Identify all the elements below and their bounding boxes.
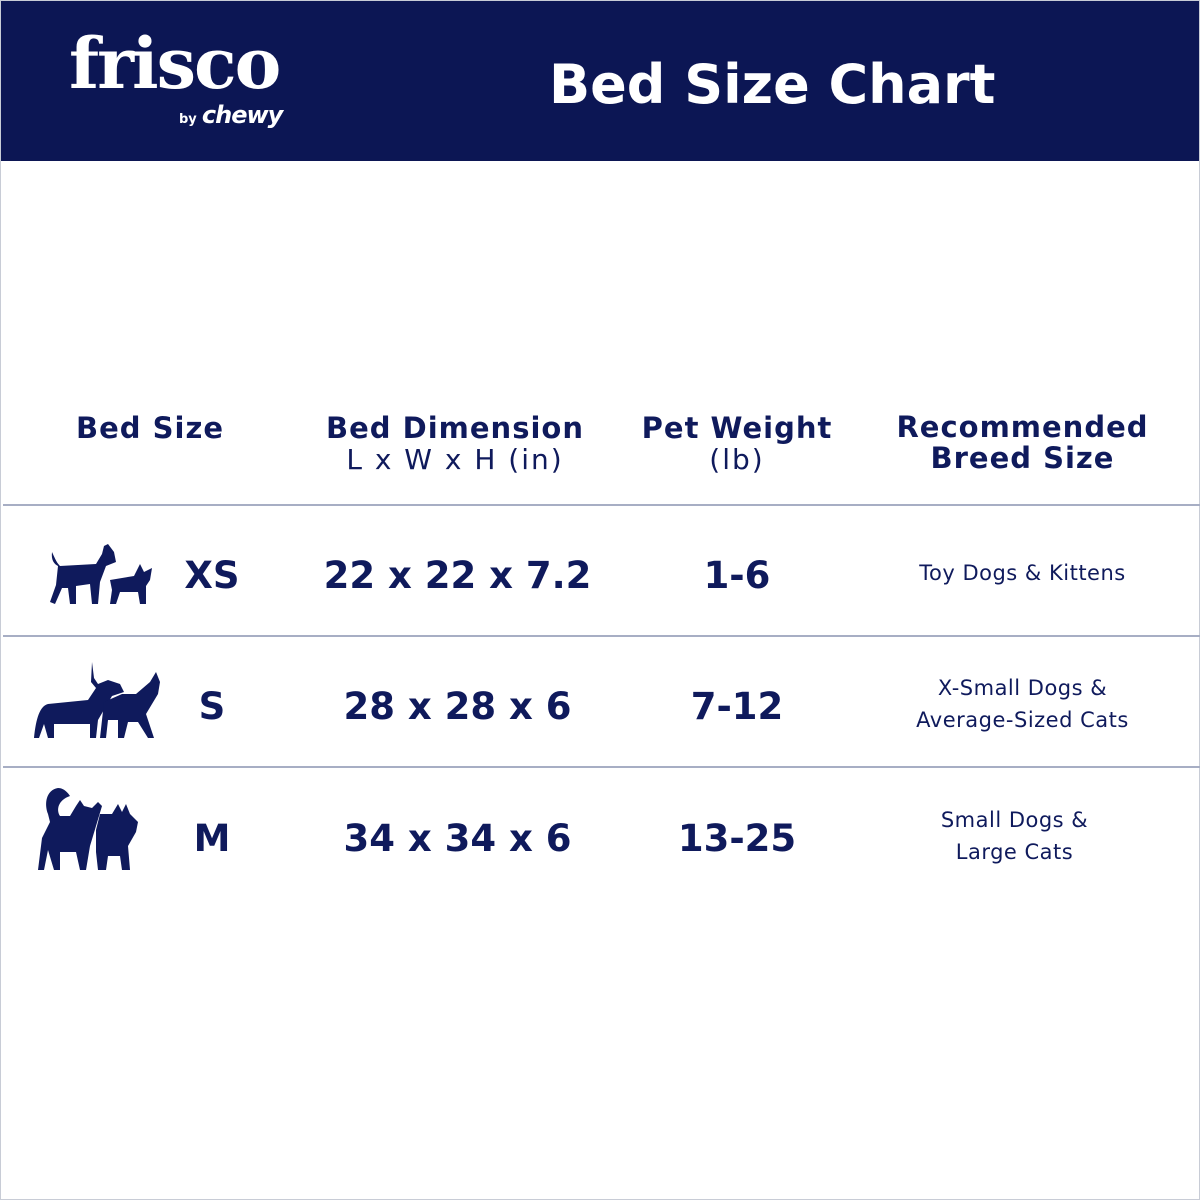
breed-size-value: Toy Dogs & Kittens	[919, 561, 1126, 585]
divider	[3, 504, 1200, 506]
column-header-pet-weight: Pet Weight (lb)	[641, 411, 833, 476]
breed-size-value: Small Dogs & Large Cats	[940, 808, 1089, 864]
pet-weight-value: 13-25	[677, 817, 797, 860]
pet-weight-value: 1-6	[703, 554, 771, 597]
bed-size-value: XS	[184, 554, 240, 597]
column-header-breed-size: Recommended Breed Size	[896, 410, 1149, 475]
frisco-logo: frisco by chewy	[69, 22, 283, 130]
small-dogs-and-large-cat-icon	[38, 788, 138, 870]
dachshund-and-cat-icon	[34, 662, 160, 738]
header-banner: frisco by chewy Bed Size Chart	[1, 1, 1199, 161]
bed-size-value: M	[193, 817, 231, 860]
column-header-bed-size: Bed Size	[75, 411, 224, 445]
small-dog-and-kitten-icon	[50, 544, 152, 604]
column-header-bed-dimension: Bed Dimension L x W x H (in)	[326, 411, 584, 476]
bed-size-value: S	[198, 685, 226, 728]
pet-weight-value: 7-12	[690, 685, 784, 728]
breed-size-value: X-Small Dogs & Average-Sized Cats	[916, 676, 1129, 732]
divider	[3, 766, 1200, 768]
bed-dimension-value: 34 x 34 x 6	[343, 817, 572, 860]
bed-dimension-value: 28 x 28 x 6	[343, 685, 572, 728]
bed-dimension-value: 22 x 22 x 7.2	[323, 554, 592, 597]
divider	[3, 635, 1200, 637]
page-title: Bed Size Chart	[549, 53, 996, 116]
